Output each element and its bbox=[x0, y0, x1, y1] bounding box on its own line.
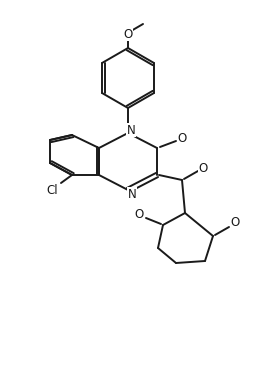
Text: Cl: Cl bbox=[46, 184, 58, 196]
Text: O: O bbox=[134, 208, 144, 220]
Text: O: O bbox=[230, 217, 240, 229]
Text: O: O bbox=[177, 132, 187, 144]
Text: O: O bbox=[198, 161, 208, 175]
Text: N: N bbox=[128, 187, 136, 201]
Text: N: N bbox=[127, 123, 135, 137]
Text: O: O bbox=[123, 28, 133, 40]
